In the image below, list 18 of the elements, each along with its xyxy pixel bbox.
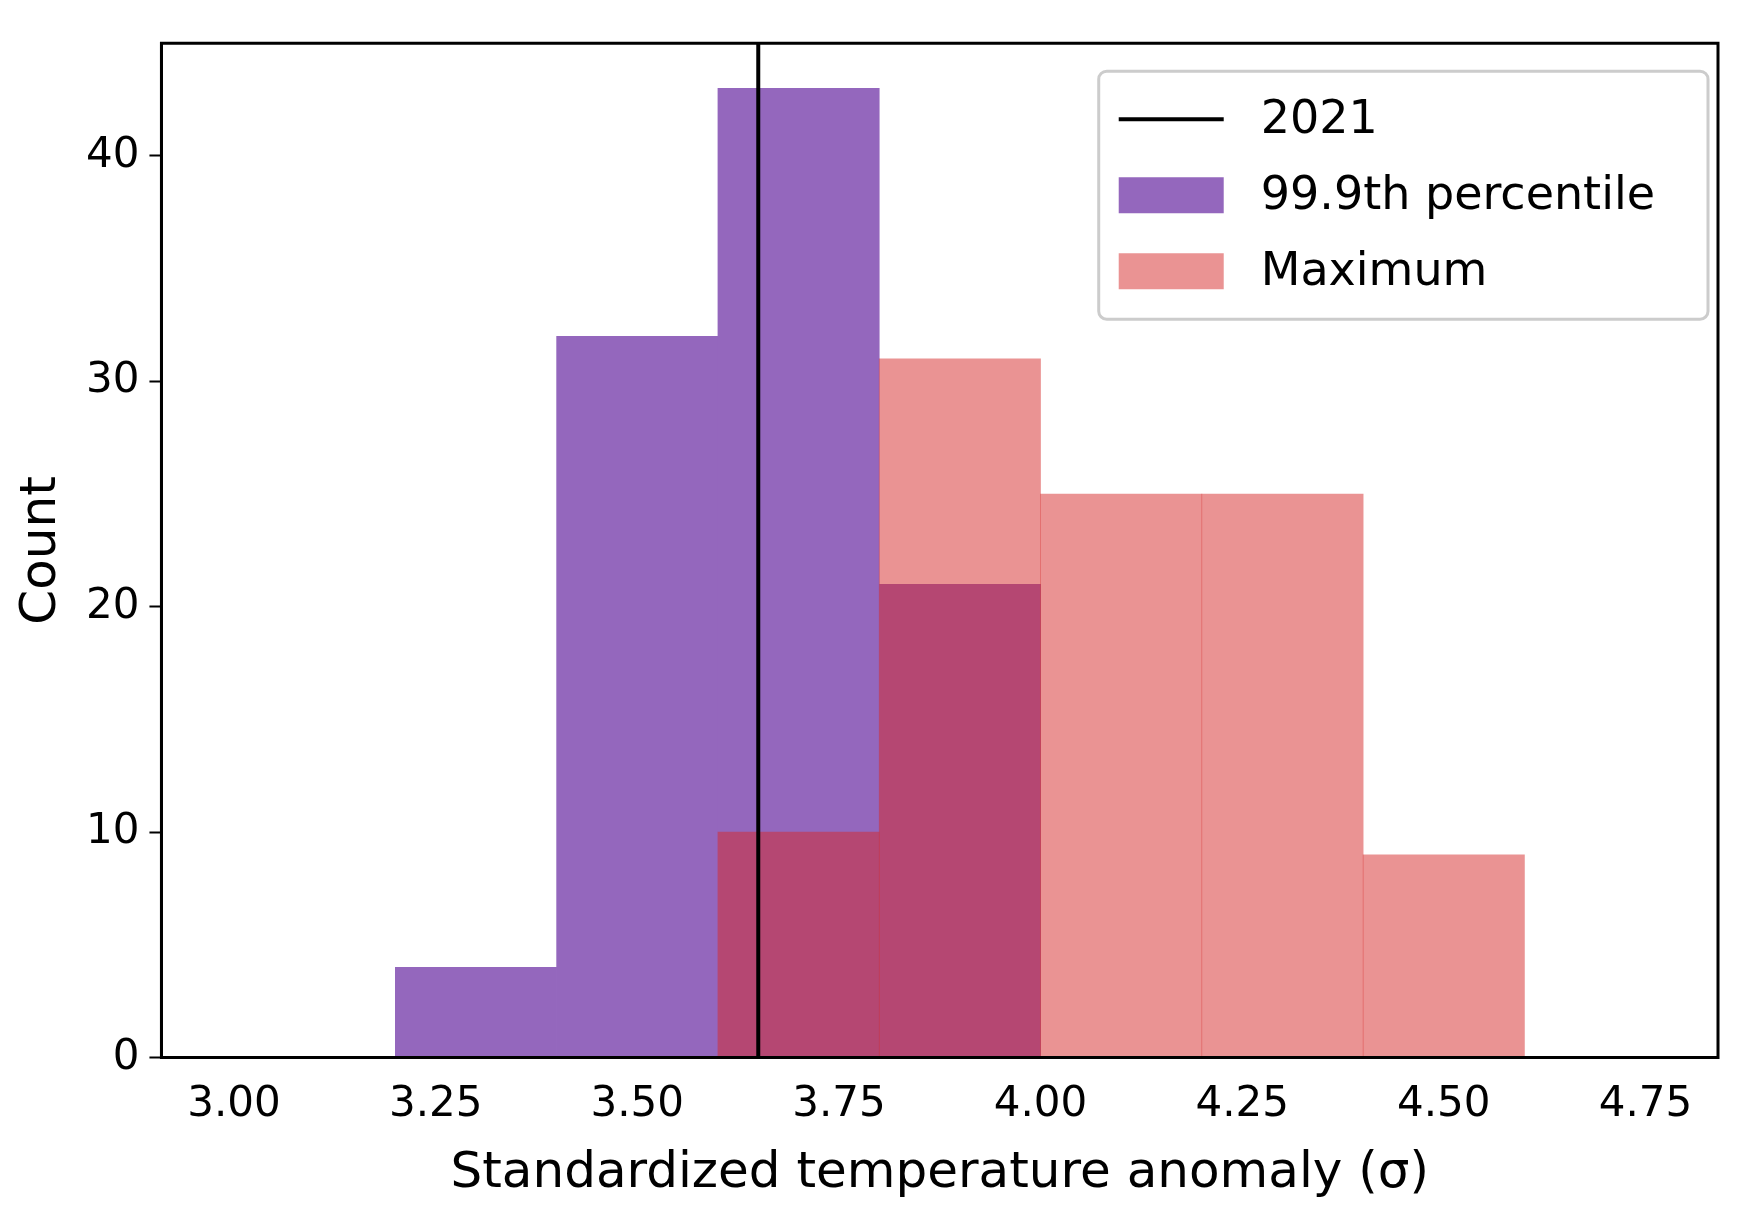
y-tick-label: 30 xyxy=(85,353,140,403)
x-tick-label: 3.25 xyxy=(388,1076,483,1126)
x-tick-label: 4.00 xyxy=(993,1076,1088,1126)
y-tick-label: 20 xyxy=(85,578,140,628)
legend-label: 99.9th percentile xyxy=(1260,166,1655,221)
x-tick-label: 4.75 xyxy=(1598,1076,1693,1126)
x-tick-label: 4.25 xyxy=(1195,1076,1289,1126)
x-tick-label: 4.50 xyxy=(1397,1076,1491,1126)
x-axis-title: Standardized temperature anomaly (σ) xyxy=(450,1140,1429,1199)
legend-label: Maximum xyxy=(1260,242,1488,297)
y-tick-label: 10 xyxy=(85,804,140,854)
y-tick-label: 0 xyxy=(112,1029,140,1079)
x-tick-label: 3.50 xyxy=(590,1076,685,1126)
y-tick-label: 40 xyxy=(85,127,140,177)
x-tick-label: 3.75 xyxy=(792,1076,886,1126)
legend-label: 2021 xyxy=(1260,90,1378,145)
y-axis-title: Count xyxy=(8,476,67,625)
x-tick-label: 3.00 xyxy=(187,1076,281,1126)
